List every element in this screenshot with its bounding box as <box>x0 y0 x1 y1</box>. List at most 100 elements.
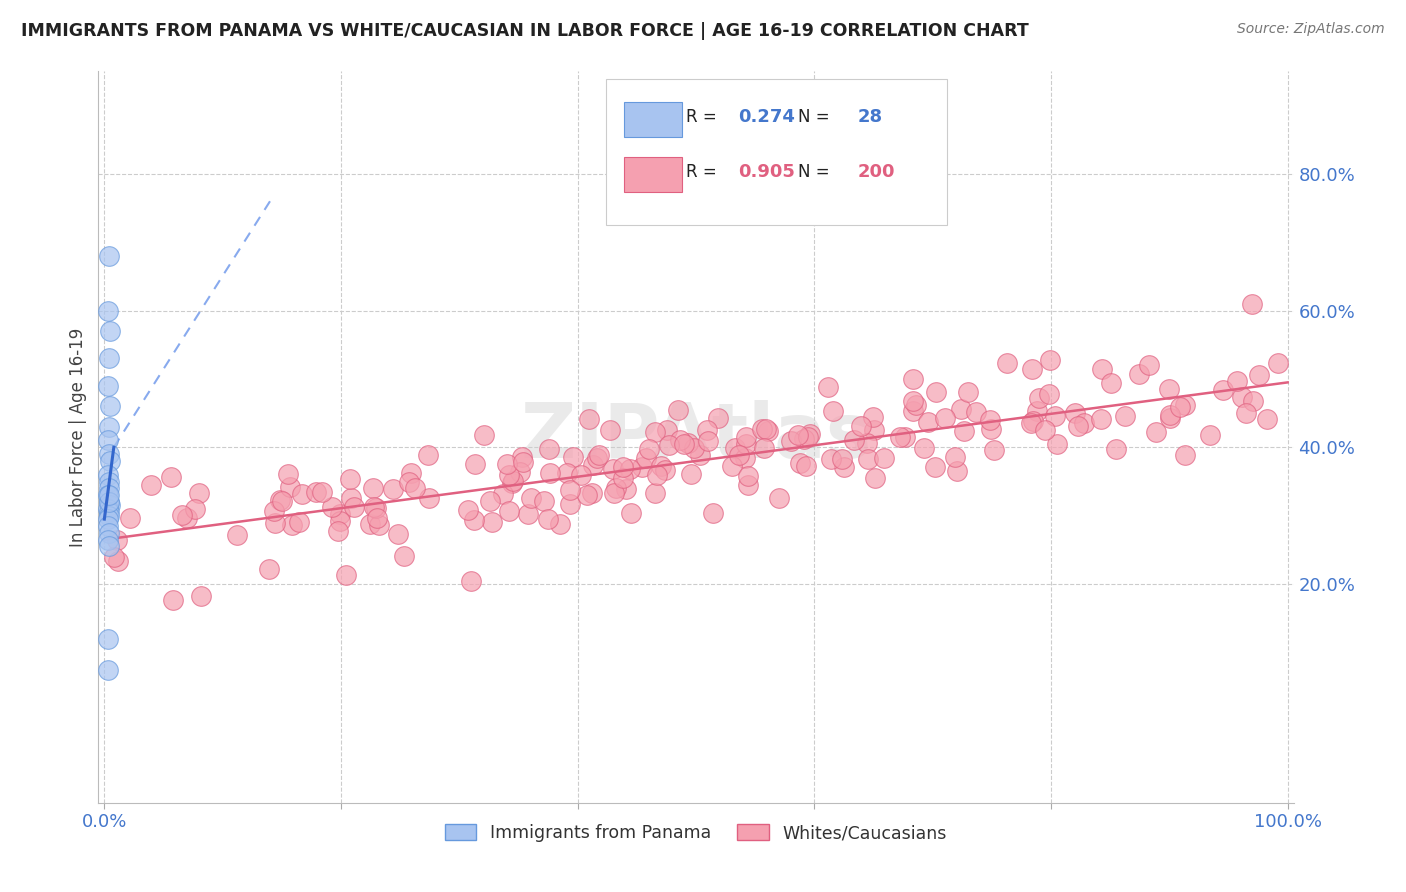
Point <box>614 482 637 496</box>
Point <box>271 494 294 508</box>
Text: ZIPAtlas: ZIPAtlas <box>520 401 872 474</box>
Point <box>1105 442 1128 457</box>
Point <box>560 497 582 511</box>
Point <box>97 379 120 393</box>
Point <box>561 450 583 465</box>
Point <box>381 482 404 496</box>
Point <box>817 380 839 394</box>
Point <box>97 488 120 502</box>
Point <box>98 475 121 489</box>
Point <box>925 385 948 400</box>
Point <box>956 385 979 400</box>
Point <box>752 442 775 456</box>
Point <box>672 437 695 451</box>
Point <box>176 510 198 524</box>
Point <box>644 425 666 440</box>
Point <box>97 501 120 516</box>
Point <box>98 499 121 513</box>
Point <box>1033 423 1056 437</box>
Point <box>326 524 349 538</box>
Point <box>1028 391 1050 405</box>
Point <box>605 481 627 495</box>
Point <box>950 402 973 417</box>
Point <box>98 420 121 434</box>
Point <box>578 412 600 426</box>
Point <box>496 458 519 472</box>
Point <box>873 450 896 465</box>
Point <box>555 467 578 481</box>
Point <box>901 393 924 408</box>
Point <box>1234 406 1257 420</box>
Point <box>98 454 121 468</box>
Point <box>339 472 361 486</box>
Point <box>581 485 603 500</box>
Text: 28: 28 <box>858 109 883 127</box>
Point <box>755 422 778 436</box>
Point <box>569 468 592 483</box>
Point <box>187 486 209 500</box>
Point <box>464 457 486 471</box>
Point <box>735 436 758 450</box>
Point <box>97 467 120 482</box>
Point <box>599 423 621 437</box>
Point <box>851 418 873 433</box>
Point <box>586 451 609 466</box>
Point <box>647 468 669 483</box>
Point <box>654 463 676 477</box>
Point <box>190 589 212 603</box>
Legend: Immigrants from Panama, Whites/Caucasians: Immigrants from Panama, Whites/Caucasian… <box>439 817 953 849</box>
Point <box>696 423 718 437</box>
Point <box>582 458 605 472</box>
Point <box>905 398 928 412</box>
Point <box>1249 368 1271 382</box>
Text: N =: N = <box>797 163 834 181</box>
Point <box>945 464 967 478</box>
Text: R =: R = <box>686 163 723 181</box>
Point <box>697 434 720 449</box>
Point <box>862 409 884 424</box>
Point <box>793 433 815 447</box>
Point <box>1073 417 1095 431</box>
Point <box>1022 414 1045 428</box>
Point <box>636 450 658 465</box>
Point <box>644 485 666 500</box>
Point <box>98 488 121 502</box>
Point <box>501 476 523 491</box>
Point <box>676 435 699 450</box>
Point <box>98 540 121 554</box>
Point <box>510 450 533 465</box>
Point <box>311 485 333 500</box>
Point <box>602 462 624 476</box>
Text: N =: N = <box>797 109 834 127</box>
Point <box>98 351 121 366</box>
Point <box>1139 359 1161 373</box>
Point <box>329 514 352 528</box>
Point <box>889 430 911 444</box>
Point <box>655 424 678 438</box>
Point <box>924 460 946 475</box>
Point <box>917 415 939 429</box>
Text: 0.274: 0.274 <box>738 109 794 127</box>
Point <box>98 508 121 523</box>
Point <box>120 511 142 525</box>
Y-axis label: In Labor Force | Age 16-19: In Labor Force | Age 16-19 <box>69 327 87 547</box>
Point <box>1173 449 1195 463</box>
Point <box>418 491 440 505</box>
Point <box>184 502 207 516</box>
Point <box>502 474 524 488</box>
Point <box>392 549 415 563</box>
Point <box>98 505 121 519</box>
Point <box>1174 398 1197 412</box>
Point <box>98 400 121 414</box>
Point <box>980 421 1002 435</box>
Point <box>794 458 817 473</box>
Point <box>903 372 925 386</box>
Point <box>1099 376 1122 391</box>
Point <box>912 442 935 456</box>
Point <box>756 424 779 438</box>
Point <box>98 481 121 495</box>
Point <box>97 512 120 526</box>
Point <box>160 470 183 484</box>
Point <box>478 494 501 508</box>
Point <box>107 553 129 567</box>
